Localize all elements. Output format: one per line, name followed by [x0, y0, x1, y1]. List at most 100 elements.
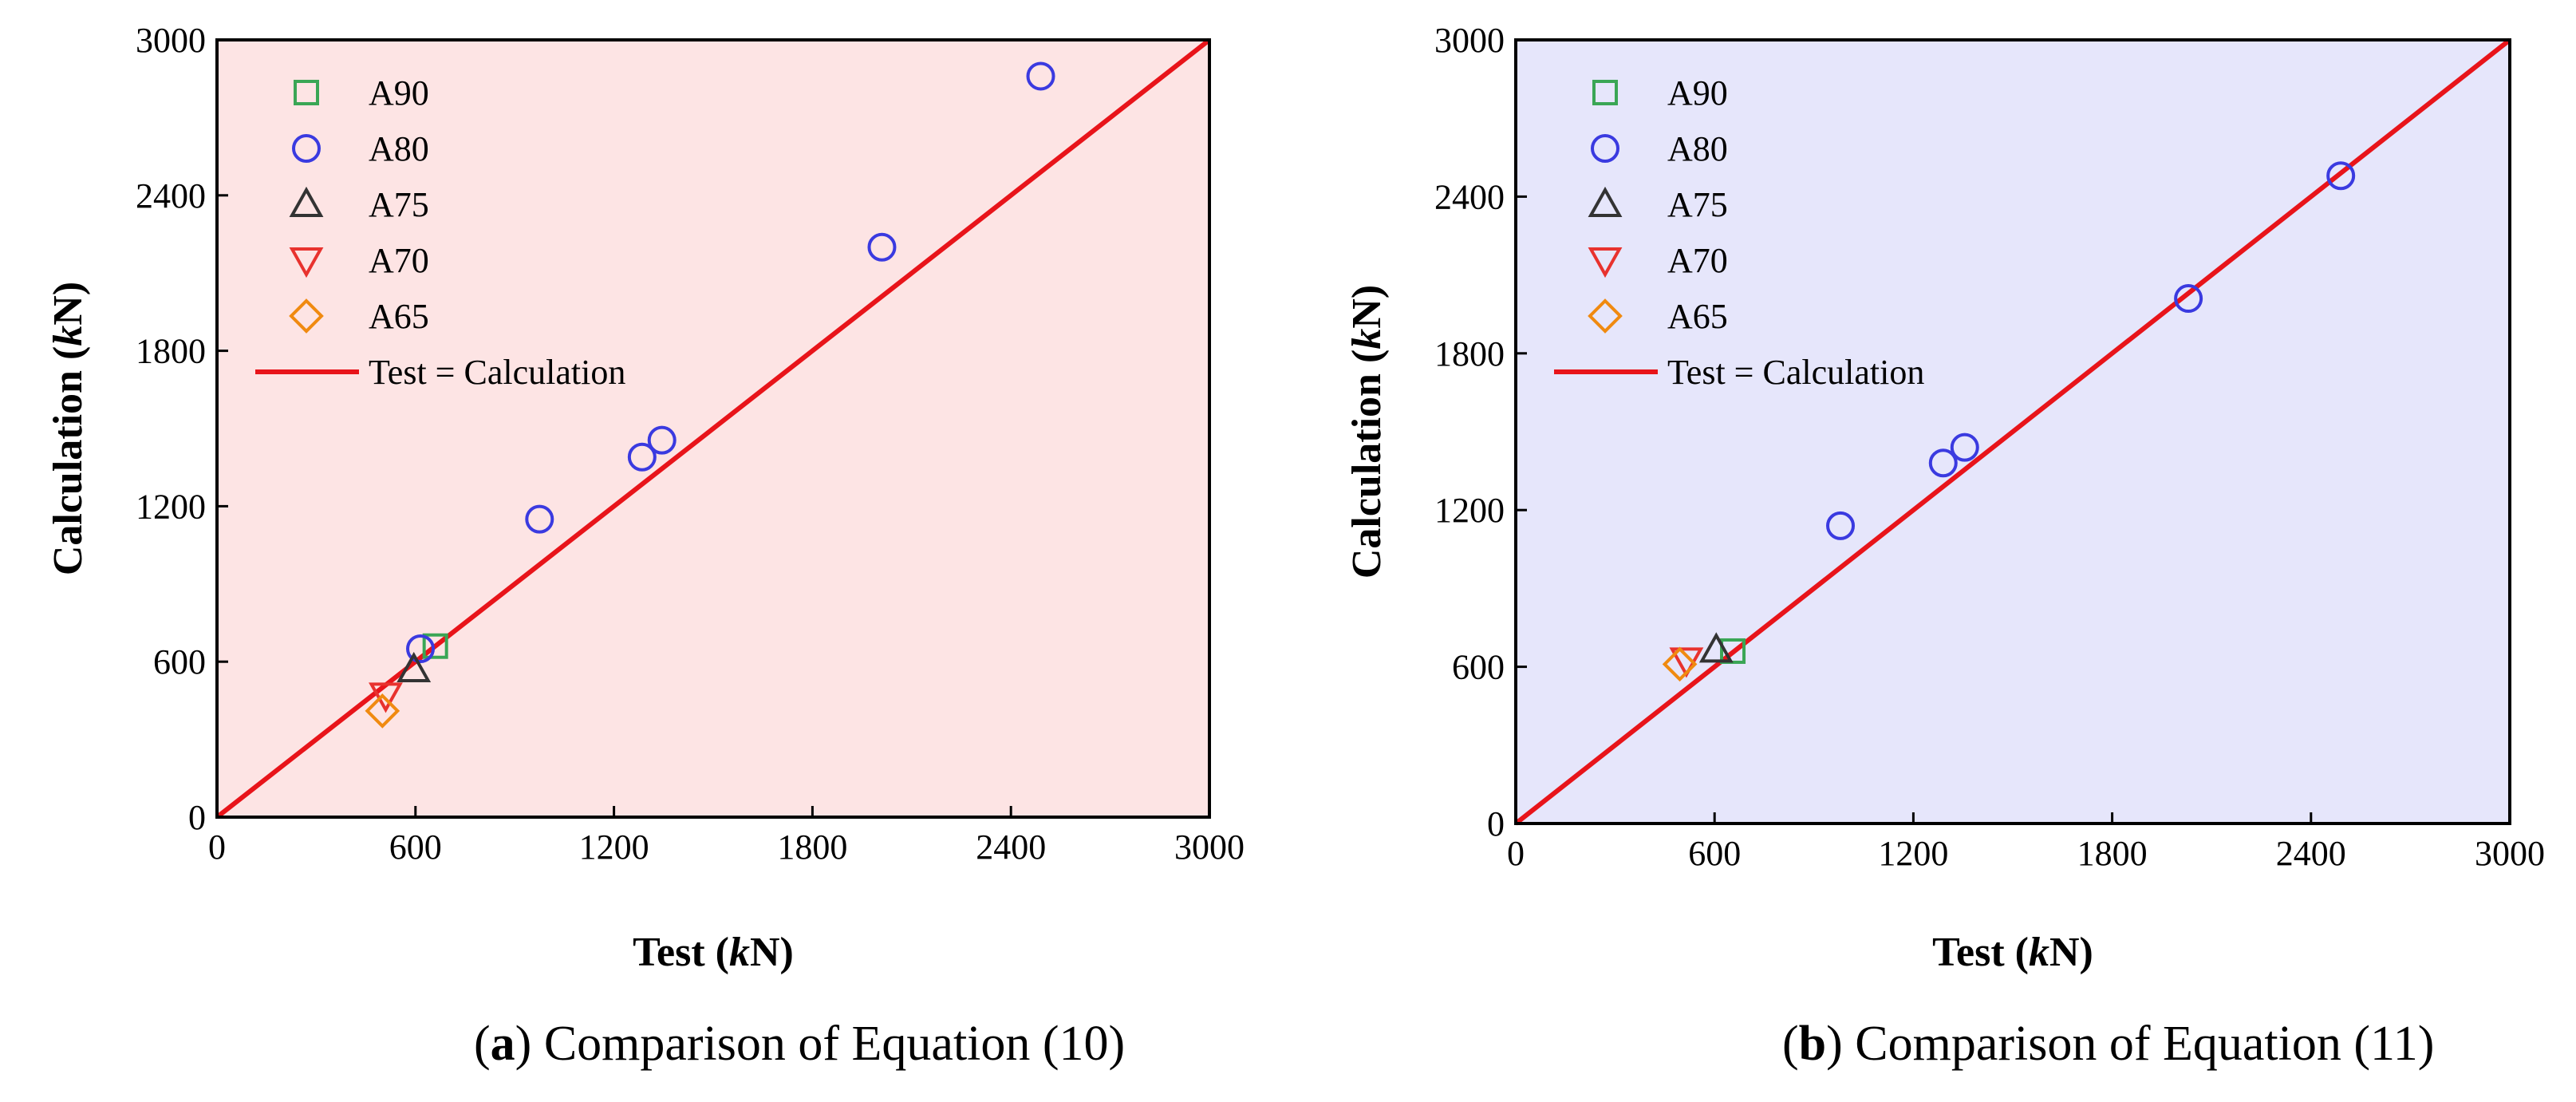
legend-marker-a70	[1588, 247, 1623, 278]
y-axis-unit-italic: k	[45, 326, 91, 346]
x-tick-label: 0	[208, 827, 226, 867]
y-axis-label: Calculation (kN)	[45, 282, 91, 575]
x-axis-unit: N	[2049, 930, 2080, 975]
y-tick-label: 0	[188, 798, 206, 837]
legend-marker-a90	[1592, 80, 1618, 105]
point-a80-3	[627, 442, 657, 472]
x-axis-unit-italic: k	[729, 930, 750, 975]
point-a80-2	[525, 504, 554, 534]
point-a75-1	[396, 651, 432, 682]
point-a80-1	[406, 634, 436, 663]
chart-b: 0 600 1200 1800 2400 3000 0 600 1200 1800 2400 3000…	[1344, 21, 2545, 1071]
y-tick-label: 600	[153, 642, 206, 681]
legend: A90 A80 A75 A70 A65 Test = Calculation	[255, 73, 625, 392]
caption-panel-letter: a	[491, 1017, 515, 1071]
y-axis-unit: N	[45, 295, 91, 326]
x-tick-label: 1200	[1878, 834, 1948, 873]
y-axis-label: Calculation (kN)	[1344, 285, 1390, 579]
x-axis-label: Test (kN)	[633, 930, 794, 975]
panel-caption: (a) Comparison of Equation (10)	[474, 1017, 1125, 1071]
y-tick-label: 3000	[136, 21, 206, 60]
y-tick-label: 1800	[136, 332, 206, 371]
y-tick-label: 1200	[1434, 491, 1505, 530]
plot-frame	[1514, 38, 2511, 825]
x-tick-label: 2400	[2276, 834, 2346, 873]
point-a65-1	[365, 693, 400, 729]
y-tick-label: 1200	[136, 487, 206, 526]
caption-text: Comparison of Equation (11)	[1855, 1017, 2434, 1071]
x-axis-unit: N	[750, 930, 780, 975]
chart-a: 0 600 1200 1800 2400 3000 0 600 1200 1800 2400 3000…	[45, 21, 1245, 1071]
legend-marker-a65	[289, 298, 324, 334]
legend-marker-a70	[289, 247, 324, 278]
legend: A90 A80 A75 A70 A65 Test = Calculation	[1554, 73, 1924, 392]
caption-close-paren: )	[1826, 1017, 1855, 1071]
x-axis-label-close: )	[2080, 930, 2093, 975]
point-a80-5	[2326, 161, 2356, 191]
legend-label-a90: A90	[1667, 73, 1728, 113]
y-tick-label: 2400	[136, 176, 206, 215]
y-axis-label-text: Calculation (	[1344, 350, 1390, 579]
point-a80-5	[867, 232, 897, 262]
x-tick-label: 1800	[777, 827, 847, 867]
legend-label-a70: A70	[1667, 241, 1728, 280]
y-tick-label: 1800	[1434, 334, 1505, 373]
panel-caption: (b) Comparison of Equation (11)	[1782, 1017, 2434, 1071]
x-axis-label-text: Test (	[1932, 930, 2029, 975]
point-a80-4	[2174, 284, 2203, 314]
point-a80-6	[1026, 61, 1055, 91]
plot-frame	[215, 38, 1211, 819]
legend-marker-a80	[292, 134, 321, 163]
y-axis-unit: N	[1344, 298, 1390, 329]
y-tick-label: 2400	[1434, 177, 1505, 216]
x-tick-label: 600	[1688, 834, 1741, 873]
y-tick-label: 0	[1487, 804, 1505, 843]
y-axis-unit-italic: k	[1344, 329, 1390, 350]
reference-line	[1514, 38, 2511, 826]
legend-marker-a80	[1591, 134, 1619, 163]
x-tick-label: 2400	[976, 827, 1046, 867]
point-a80-2	[1928, 448, 1958, 478]
caption-open-paren: (	[474, 1017, 491, 1071]
legend-marker-a75	[289, 186, 324, 217]
y-axis-label-close: )	[45, 282, 91, 295]
point-a75-1	[1698, 632, 1734, 663]
point-a90-1	[422, 633, 448, 659]
reference-line	[215, 38, 1211, 820]
x-tick-label: 3000	[1174, 827, 1245, 867]
legend-label-a65: A65	[1667, 297, 1728, 336]
legend-label-a80: A80	[369, 129, 429, 168]
x-tick-label: 1800	[2077, 834, 2148, 873]
legend-label-a90: A90	[369, 73, 429, 113]
legend-label-a65: A65	[369, 297, 429, 336]
x-axis-label: Test (kN)	[1932, 930, 2093, 975]
x-axis-unit-italic: k	[2029, 930, 2049, 975]
caption-panel-letter: b	[1799, 1017, 1826, 1071]
x-tick-label: 600	[389, 827, 442, 867]
legend-label-a70: A70	[369, 241, 429, 280]
legend-label-a75: A75	[1667, 185, 1728, 224]
legend-label-reference: Test = Calculation	[369, 353, 625, 392]
point-a80-3	[1950, 433, 1979, 462]
y-tick-label: 600	[1452, 648, 1505, 687]
point-a65-1	[1662, 646, 1698, 682]
x-axis-label-text: Test (	[633, 930, 729, 975]
caption-text: Comparison of Equation (10)	[544, 1017, 1125, 1071]
x-tick-label: 3000	[2475, 834, 2545, 873]
y-axis-label-text: Calculation (	[45, 346, 91, 575]
legend-marker-a65	[1588, 298, 1623, 334]
legend-label-a75: A75	[369, 185, 429, 224]
point-a80-4	[647, 425, 677, 455]
x-axis-label-close: )	[780, 930, 794, 975]
legend-marker-a90	[294, 80, 319, 105]
point-a80-1	[1826, 511, 1856, 540]
caption-close-paren: )	[515, 1017, 544, 1071]
legend-marker-a75	[1588, 186, 1623, 217]
legend-label-reference: Test = Calculation	[1667, 353, 1924, 392]
x-tick-label: 0	[1507, 834, 1525, 873]
y-axis-label-close: )	[1344, 285, 1390, 298]
legend-label-a80: A80	[1667, 129, 1728, 168]
y-tick-label: 3000	[1434, 21, 1505, 60]
caption-open-paren: (	[1782, 1017, 1799, 1071]
